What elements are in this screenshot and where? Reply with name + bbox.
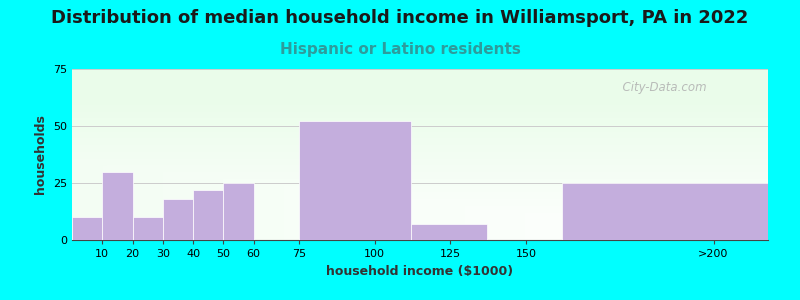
Bar <box>162 199 193 240</box>
Bar <box>72 217 102 240</box>
Text: City-Data.com: City-Data.com <box>615 81 706 94</box>
Bar <box>223 183 254 240</box>
Text: Distribution of median household income in Williamsport, PA in 2022: Distribution of median household income … <box>51 9 749 27</box>
Y-axis label: households: households <box>34 115 47 194</box>
Bar <box>411 224 486 240</box>
Bar <box>193 190 223 240</box>
Bar <box>299 122 411 240</box>
Bar <box>133 217 162 240</box>
X-axis label: household income ($1000): household income ($1000) <box>326 265 514 278</box>
Text: Hispanic or Latino residents: Hispanic or Latino residents <box>279 42 521 57</box>
Bar <box>102 172 133 240</box>
Bar <box>562 183 768 240</box>
